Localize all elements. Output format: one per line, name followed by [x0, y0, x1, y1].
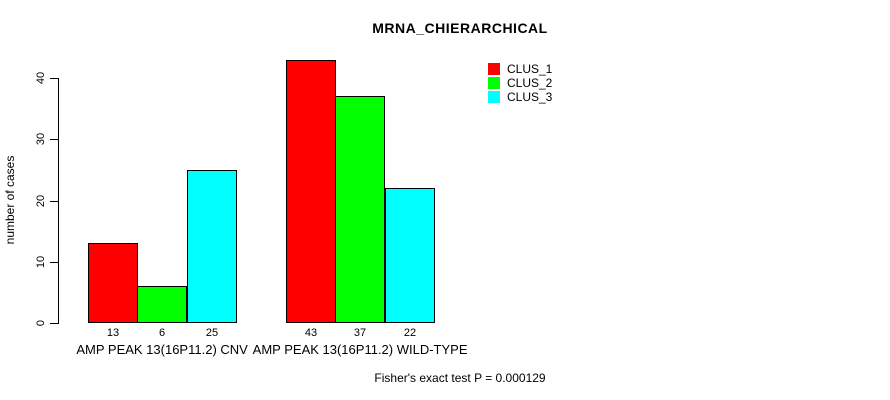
bar-value-label: 43 — [304, 327, 318, 339]
y-axis-line — [58, 78, 59, 324]
y-tick-label: 40 — [35, 71, 47, 85]
y-tick-label: 20 — [35, 194, 47, 208]
bar-clus_3-group2 — [385, 188, 435, 323]
legend-swatch — [488, 77, 500, 89]
legend-label: CLUS_2 — [507, 76, 553, 90]
legend: CLUS_1 CLUS_2 CLUS_3 — [488, 62, 552, 104]
legend-swatch — [488, 63, 500, 75]
legend-row: CLUS_1 — [488, 62, 552, 76]
bar-clus_1-group2 — [286, 60, 336, 323]
y-tick — [50, 78, 58, 79]
y-tick-label: 30 — [35, 132, 47, 146]
y-tick — [50, 139, 58, 140]
legend-swatch — [488, 91, 500, 103]
bar-clus_3-group1 — [187, 170, 237, 323]
bar-value-label: 6 — [158, 327, 166, 339]
y-tick — [50, 201, 58, 202]
y-tick — [50, 323, 58, 324]
legend-label: CLUS_3 — [507, 90, 553, 104]
chart-title: MRNA_CHIERARCHICAL — [372, 20, 548, 36]
annotation-text: Fisher's exact test P = 0.000129 — [374, 371, 546, 385]
bar-value-label: 13 — [106, 327, 120, 339]
y-tick-label: 10 — [35, 255, 47, 269]
legend-row: CLUS_2 — [488, 76, 552, 90]
x-category-label: AMP PEAK 13(16P11.2) CNV — [76, 342, 248, 357]
x-category-label: AMP PEAK 13(16P11.2) WILD-TYPE — [252, 342, 468, 357]
y-axis-label: number of cases — [3, 155, 17, 245]
bar-clus_1-group1 — [88, 243, 138, 323]
bar-clus_2-group2 — [335, 96, 385, 323]
bar-value-label: 25 — [205, 327, 219, 339]
legend-label: CLUS_1 — [507, 62, 553, 76]
y-tick-label: 0 — [35, 319, 47, 327]
bar-clus_2-group1 — [137, 286, 187, 323]
legend-row: CLUS_3 — [488, 90, 552, 104]
y-tick — [50, 262, 58, 263]
bar-value-label: 22 — [403, 327, 417, 339]
bar-value-label: 37 — [353, 327, 367, 339]
